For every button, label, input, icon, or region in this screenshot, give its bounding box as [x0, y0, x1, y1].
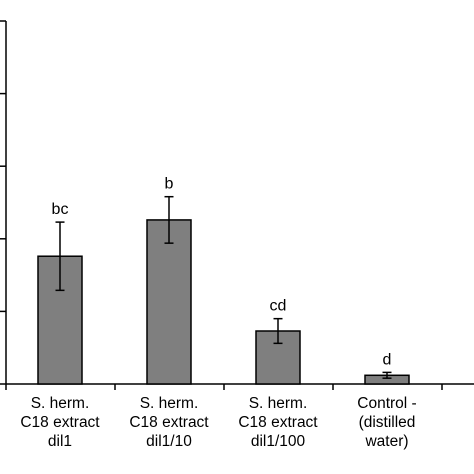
category-label-line: S. herm.	[140, 395, 199, 412]
error-bar	[273, 317, 283, 345]
category-labels: S. herm. C18 extract dil1 S. herm. C18 extra…	[20, 395, 416, 450]
category-label-line: C18 extract	[238, 414, 318, 431]
significance-label: bc	[52, 201, 69, 218]
bar	[37, 255, 83, 385]
category-label-line: S. herm.	[31, 395, 90, 412]
error-bar	[382, 371, 392, 379]
y-axis	[0, 20, 7, 385]
category-label: S. herm. C18 extract dil1	[20, 395, 100, 450]
category-label-line: C18 extract	[129, 414, 209, 431]
category-label-line: water)	[364, 433, 408, 450]
category-label-line: dil1/10	[146, 433, 192, 450]
category-label-line: C18 extract	[20, 414, 100, 431]
category-label-line: dil1	[48, 433, 72, 450]
x-axis	[5, 383, 474, 390]
category-label-line: (distilled	[359, 414, 416, 431]
significance-label: cd	[270, 298, 287, 315]
category-label-line: S. herm.	[249, 395, 308, 412]
error-bars	[55, 195, 392, 379]
error-bar	[164, 195, 174, 244]
category-label-line: dil1/100	[251, 433, 306, 450]
category-label: S. herm. C18 extract dil1/10	[129, 395, 209, 450]
bars	[37, 219, 410, 385]
significance-label: d	[383, 351, 392, 368]
significance-labels: bc b cd d	[52, 176, 392, 369]
category-label: Control - (distilled water)	[357, 395, 416, 450]
error-bar	[55, 221, 65, 292]
bar	[255, 330, 301, 385]
category-label: S. herm. C18 extract dil1/100	[238, 395, 318, 450]
significance-label: b	[165, 176, 174, 193]
category-label-line: Control -	[357, 395, 416, 412]
bar	[146, 219, 192, 385]
